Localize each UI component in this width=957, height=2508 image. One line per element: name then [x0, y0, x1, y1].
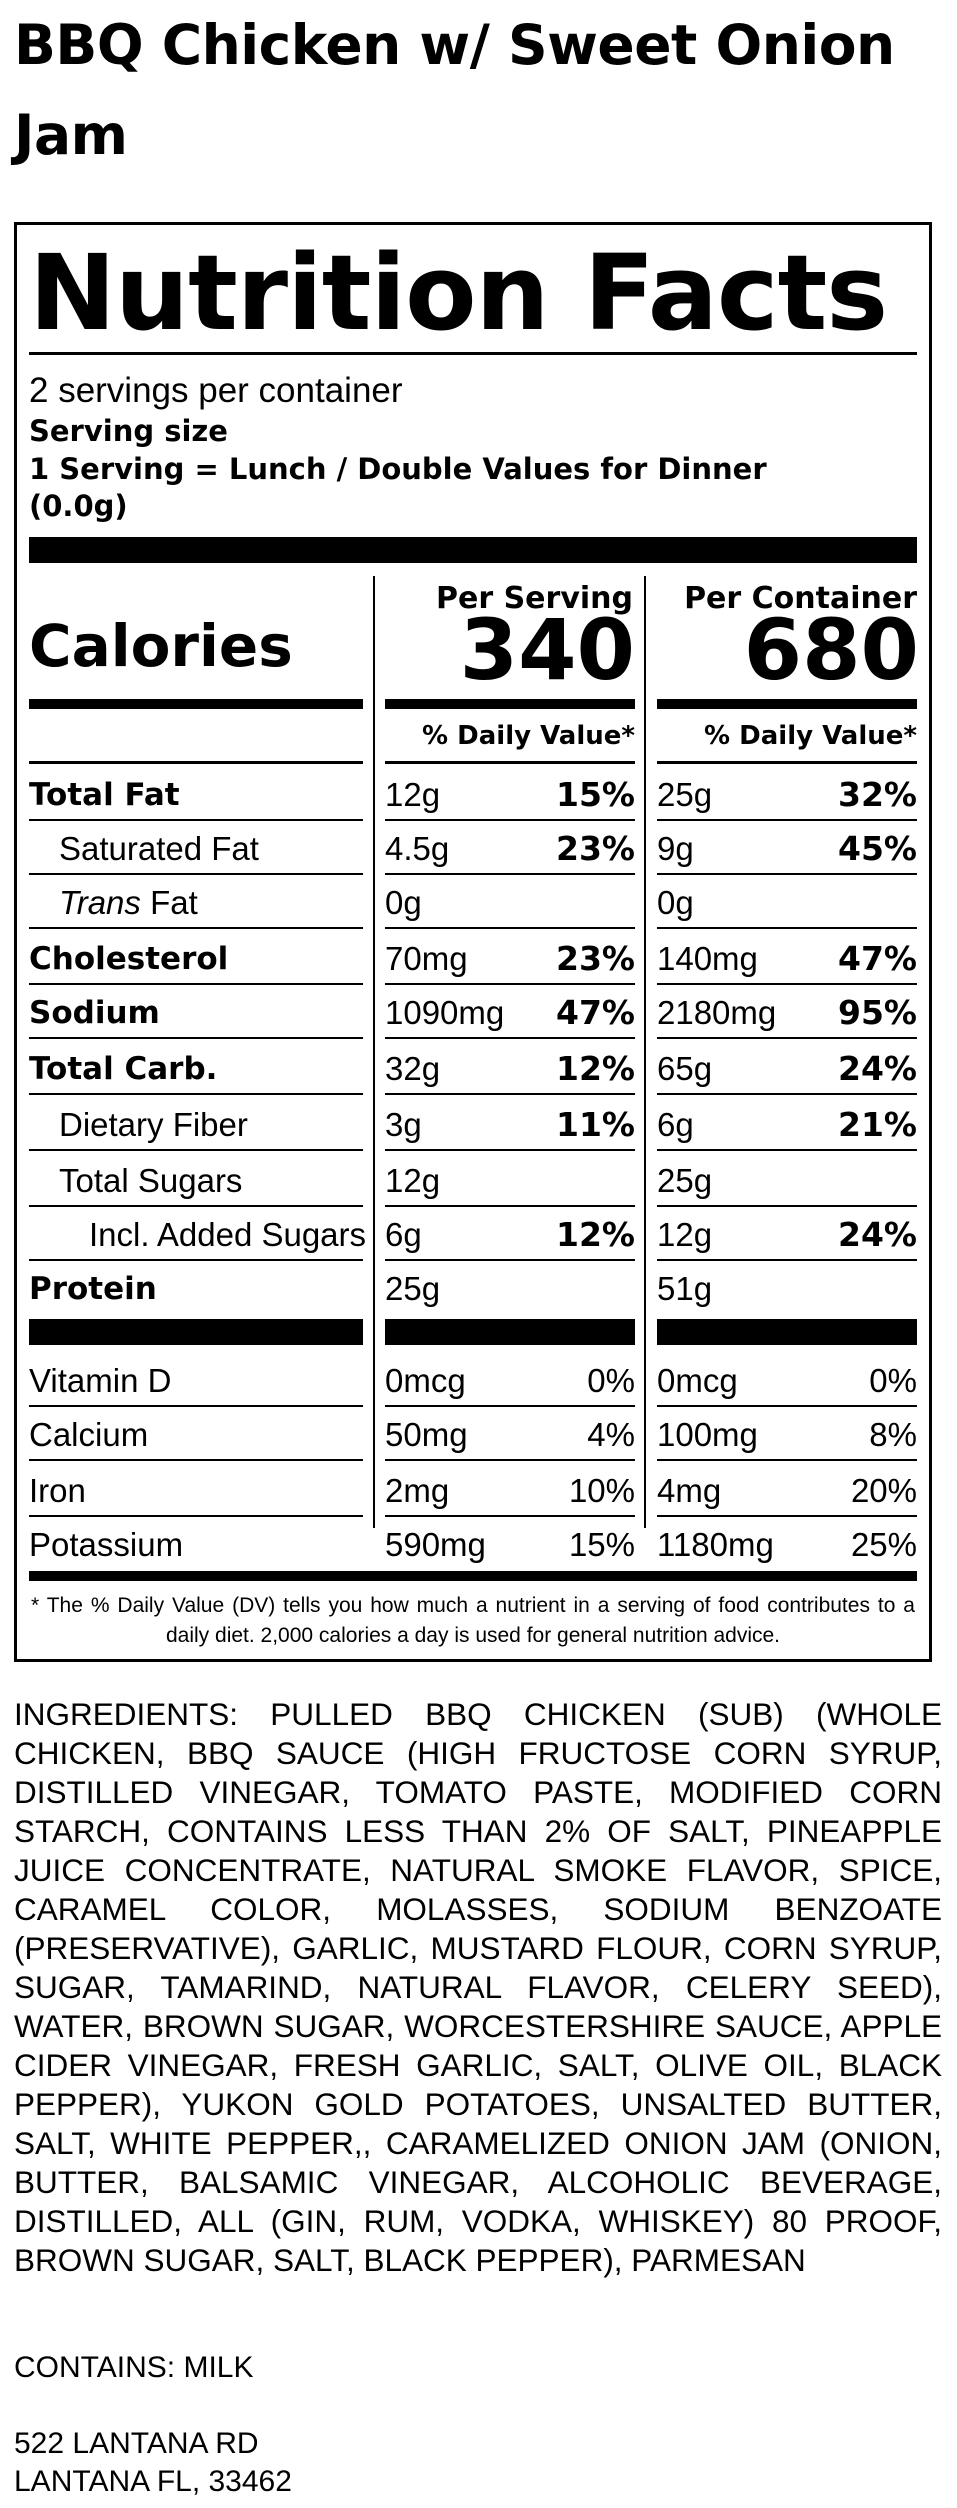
heading-rule [29, 352, 917, 355]
calories-per-container: 680 [743, 601, 919, 699]
address-line-2: LANTANA FL, 33462 [14, 2465, 292, 2498]
product-title: BBQ Chicken w/ Sweet Onion Jam [14, 13, 895, 167]
per-container-header: Per Container [684, 581, 917, 616]
nutrition-facts-panel: Nutrition Facts 2 servings per container… [14, 222, 932, 1662]
calories-rule-2 [385, 699, 635, 709]
daily-value-footnote: * The % Daily Value (DV) tells you how m… [31, 1594, 915, 1647]
column-separator-2 [644, 576, 646, 1528]
per-serving-header: Per Serving [436, 581, 633, 616]
calories-rule-3 [657, 699, 917, 709]
serving-size-label: Serving size [29, 414, 228, 448]
dv-rule-1 [29, 761, 363, 764]
column-separator-1 [373, 576, 375, 1528]
thick-divider-vitamins-1 [29, 1319, 363, 1345]
ingredients-text: INGREDIENTS: PULLED BBQ CHICKEN (SUB) (W… [14, 1696, 942, 2278]
allergen-statement: CONTAINS: MILK [14, 2351, 254, 2384]
dv-rule-2 [385, 761, 635, 764]
servings-per-container: 2 servings per container [29, 371, 403, 410]
serving-size-value: 1 Serving = Lunch / Double Values for Di… [29, 452, 767, 486]
thick-divider-top [29, 537, 917, 563]
daily-value-header-serving: % Daily Value* [422, 721, 635, 751]
calories-per-serving: 340 [459, 601, 635, 699]
thick-divider-vitamins-3 [657, 1319, 917, 1345]
thick-divider-bottom [29, 1571, 917, 1581]
calories-rule-1 [29, 699, 363, 709]
nutrition-facts-heading: Nutrition Facts [29, 232, 888, 354]
thick-divider-vitamins-2 [385, 1319, 635, 1345]
calories-label: Calories [29, 612, 293, 680]
serving-size-weight: (0.0g) [29, 489, 128, 523]
daily-value-header-container: % Daily Value* [704, 721, 917, 751]
dv-rule-3 [657, 761, 917, 764]
address-line-1: 522 LANTANA RD [14, 2427, 259, 2460]
